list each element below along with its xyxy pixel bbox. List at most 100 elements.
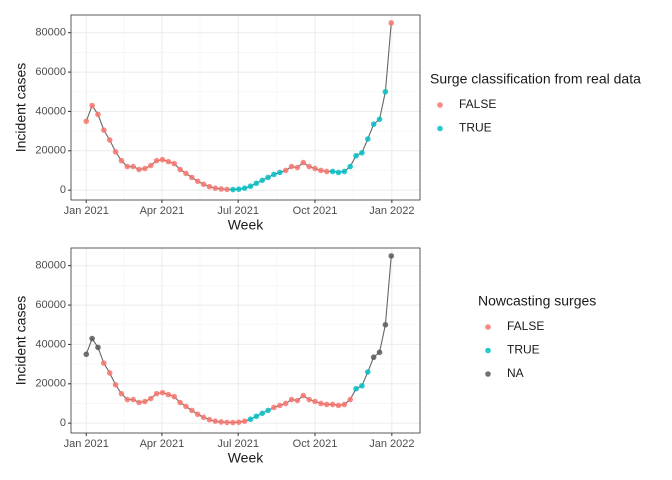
legend-label: FALSE: [459, 97, 496, 111]
data-point: [101, 360, 107, 366]
panel-border: [70, 247, 421, 434]
legend-key: [437, 125, 443, 132]
data-point: [259, 410, 266, 417]
y-tick-label: 80000: [35, 27, 66, 39]
data-point: [318, 167, 324, 174]
data-point: [235, 186, 242, 192]
data-point: [153, 390, 160, 397]
data-point: [288, 163, 295, 170]
data-point: [230, 419, 236, 426]
data-point: [212, 185, 219, 191]
plot-background: [71, 15, 420, 200]
y-tick-label: 0: [60, 417, 66, 429]
data-point: [282, 400, 289, 407]
data-point: [177, 399, 183, 406]
data-point: [306, 396, 312, 403]
data-point: [118, 157, 125, 164]
data-point: [265, 174, 271, 181]
data-point: [364, 369, 371, 375]
x-tick-label: Jan 2022: [369, 205, 414, 217]
data-point: [253, 413, 260, 420]
data-point: [235, 419, 242, 425]
data-point: [136, 166, 142, 173]
x-tick-label: Jan 2021: [64, 205, 109, 217]
data-point: [265, 407, 271, 414]
y-tick-label: 40000: [35, 338, 66, 350]
data-point: [241, 185, 248, 191]
data-point: [136, 399, 142, 406]
data-point: [347, 396, 354, 403]
data-point: [200, 181, 207, 188]
data-point: [89, 102, 95, 109]
x-tick-label: Oct 2021: [293, 438, 338, 450]
data-point: [294, 397, 301, 404]
data-point: [306, 163, 312, 170]
data-point: [130, 396, 136, 403]
data-point: [95, 111, 101, 118]
data-point: [323, 168, 330, 175]
x-tick-label: Jul 2021: [217, 438, 259, 450]
legend-title: Surge classification from real data: [430, 71, 641, 87]
data-point: [341, 401, 348, 408]
data-point: [95, 344, 101, 351]
data-point: [212, 418, 219, 424]
data-point: [224, 186, 230, 193]
data-point: [294, 164, 301, 171]
data-point: [312, 398, 318, 405]
data-point: [370, 121, 377, 128]
y-tick-label: 80000: [35, 260, 66, 272]
data-point: [101, 127, 107, 133]
y-axis-title: Incident cases: [13, 63, 29, 153]
x-tick-label: Jul 2021: [217, 205, 259, 217]
y-tick-label: 60000: [35, 299, 66, 311]
data-point: [106, 370, 113, 376]
data-point: [353, 152, 359, 159]
data-point: [83, 118, 90, 125]
legend-label: TRUE: [507, 343, 540, 357]
data-point: [147, 395, 154, 402]
data-point: [300, 159, 307, 166]
data-point: [83, 351, 90, 358]
panel-border: [70, 14, 421, 201]
data-point: [382, 321, 389, 328]
data-point: [194, 411, 201, 418]
data-point: [189, 407, 195, 414]
data-point: [277, 169, 283, 176]
legend-key: [485, 324, 491, 330]
data-point: [124, 396, 131, 403]
legend-title: Nowcasting surges: [478, 293, 596, 309]
data-point: [183, 403, 189, 410]
data-point: [271, 404, 277, 411]
data-point: [241, 418, 248, 424]
data-point: [159, 389, 166, 396]
data-point: [183, 170, 189, 177]
data-point: [359, 382, 365, 389]
data-point: [288, 396, 295, 403]
data-point: [329, 401, 336, 408]
data-point: [159, 156, 166, 163]
y-tick-label: 20000: [35, 378, 66, 390]
data-point: [189, 174, 195, 181]
data-point: [329, 168, 336, 175]
data-point: [253, 180, 260, 187]
data-point: [106, 137, 113, 143]
data-point: [171, 160, 178, 167]
data-point: [323, 401, 330, 408]
x-tick-label: Oct 2021: [293, 205, 338, 217]
data-point: [224, 419, 230, 426]
data-point: [388, 253, 395, 259]
data-point: [347, 163, 354, 170]
plot-background: [71, 248, 420, 433]
data-point: [142, 398, 148, 405]
data-point: [112, 381, 119, 388]
data-point: [165, 391, 172, 398]
data-point: [206, 183, 213, 190]
data-point: [277, 402, 283, 409]
data-point: [282, 167, 289, 174]
data-point: [194, 178, 201, 185]
data-point: [130, 163, 136, 170]
data-point: [335, 402, 342, 409]
legend-key: [437, 102, 443, 108]
data-point: [218, 186, 224, 192]
